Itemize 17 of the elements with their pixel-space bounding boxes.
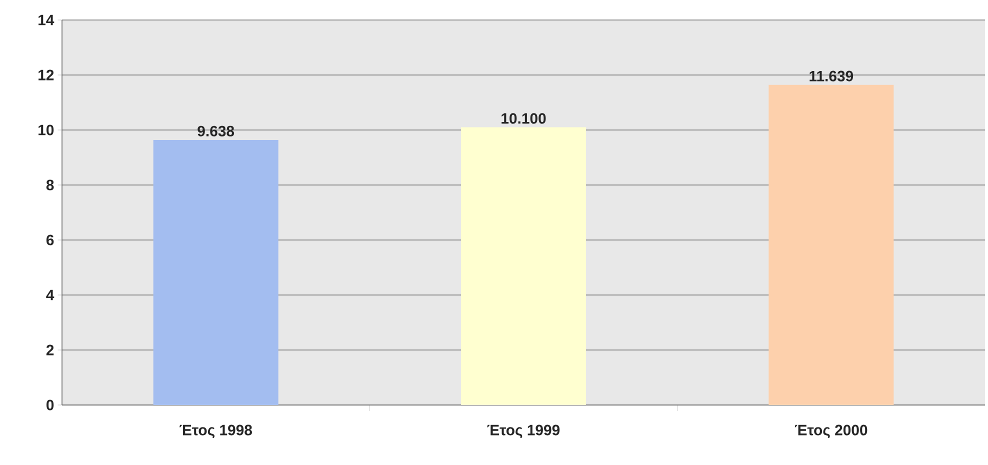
data-label: 10.100 bbox=[502, 113, 546, 124]
y-tick-label: 12 bbox=[38, 70, 54, 80]
x-tick-label: Έτος 1999 bbox=[487, 424, 560, 438]
y-tick-label: 0 bbox=[46, 400, 54, 410]
data-label: 9.638 bbox=[198, 126, 234, 136]
bar bbox=[153, 140, 278, 405]
y-tick-label: 2 bbox=[46, 344, 54, 356]
bar bbox=[461, 127, 586, 405]
x-tick-label: Έτος 2000 bbox=[794, 424, 868, 438]
y-tick-label: 6 bbox=[46, 234, 54, 246]
x-tick-label: Έτος 1998 bbox=[180, 424, 252, 438]
y-tick-label: 10 bbox=[38, 124, 54, 136]
y-tick-label: 8 bbox=[46, 180, 54, 190]
y-tick-label: 4 bbox=[46, 290, 54, 300]
y-tick-label: 14 bbox=[38, 14, 54, 26]
bar bbox=[768, 84, 894, 405]
data-label: 11.639 bbox=[810, 70, 854, 82]
